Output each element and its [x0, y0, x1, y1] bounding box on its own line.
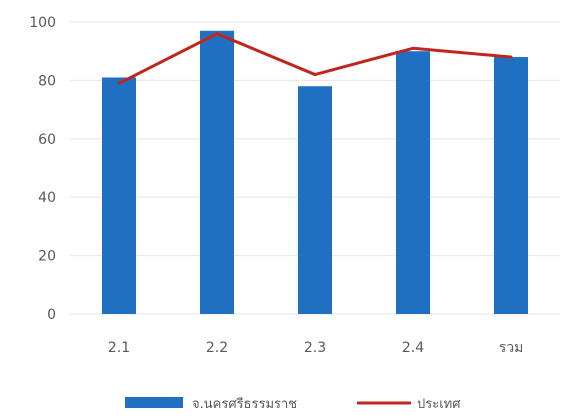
y-axis-ticks: 0 20 40 60 80 100 [29, 15, 56, 323]
line-point [411, 46, 415, 50]
x-tick-label: 2.3 [304, 340, 326, 356]
bar [102, 77, 136, 314]
bar [494, 57, 528, 314]
line-point [313, 73, 317, 77]
x-tick-label: 2.4 [402, 340, 424, 356]
y-tick-label: 100 [29, 15, 56, 31]
legend: จ.นครศรีธรรมราช ประเทศ [125, 396, 461, 412]
bar [298, 86, 332, 315]
bar [396, 51, 430, 314]
bar-series [102, 30, 528, 315]
x-tick-label: รวม [499, 340, 524, 356]
line-series [117, 32, 513, 85]
legend-line-label: ประเทศ [417, 397, 461, 412]
line-point [509, 55, 513, 59]
y-tick-label: 60 [38, 132, 56, 148]
y-tick-label: 20 [38, 249, 56, 265]
x-tick-label: 2.1 [108, 340, 130, 356]
x-axis-ticks: 2.1 2.2 2.3 2.4 รวม [108, 340, 523, 356]
line-point [117, 81, 121, 85]
bar [200, 30, 234, 314]
y-tick-label: 0 [47, 307, 56, 323]
y-tick-label: 80 [38, 73, 56, 89]
legend-bar-swatch [125, 397, 183, 408]
x-tick-label: 2.2 [206, 340, 228, 356]
y-tick-label: 40 [38, 190, 56, 206]
legend-bar-label: จ.นครศรีธรรมราช [192, 396, 297, 412]
line-point [215, 32, 219, 36]
